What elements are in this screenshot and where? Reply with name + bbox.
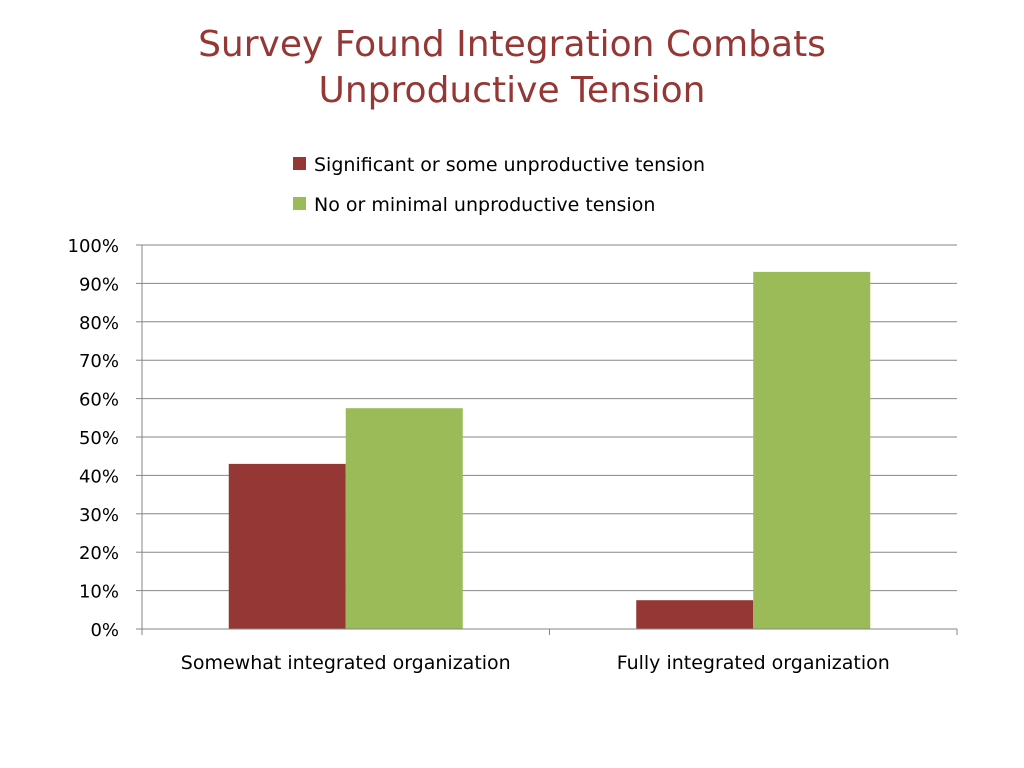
legend-swatch-significant: [293, 157, 306, 170]
y-tick-label-8: 80%: [79, 313, 119, 334]
x-axis: [141, 628, 958, 635]
y-tick-label-5: 50%: [79, 428, 119, 449]
bar-1-series-0: [636, 600, 754, 629]
bars: [228, 271, 871, 629]
legend: Significant or some unproductive tension…: [293, 154, 705, 216]
y-tick-label-10: 100%: [68, 236, 119, 257]
legend-swatch-no-or-minimal: [293, 197, 306, 210]
category-label-0: Somewhat integrated organization: [181, 652, 511, 674]
bar-1-series-1: [753, 271, 871, 629]
chart-title-line-2: Unproductive Tension: [318, 70, 706, 111]
y-tick-label-2: 20%: [79, 543, 119, 564]
legend-label-no-or-minimal: No or minimal unproductive tension: [314, 194, 655, 216]
y-tick-label-4: 40%: [79, 466, 119, 487]
legend-item-no-or-minimal: No or minimal unproductive tension: [293, 194, 655, 216]
category-label-1: Fully integrated organization: [617, 652, 890, 674]
chart-title: Survey Found Integration Combats Unprodu…: [0, 22, 1024, 114]
y-axis-tick-labels: 0% 10% 20% 30% 40% 50% 60% 70% 80% 90% 100%: [68, 236, 119, 641]
chart-title-line-1: Survey Found Integration Combats: [198, 24, 826, 65]
y-tick-label-7: 70%: [79, 351, 119, 372]
legend-label-significant: Significant or some unproductive tension: [314, 154, 705, 176]
legend-item-significant: Significant or some unproductive tension: [293, 154, 705, 176]
y-tick-label-6: 60%: [79, 390, 119, 411]
bar-0-series-0: [228, 463, 346, 629]
bar-0-series-1: [345, 408, 463, 629]
y-tick-label-9: 90%: [79, 274, 119, 295]
y-tick-label-0: 0%: [90, 620, 119, 641]
y-tick-label-3: 30%: [79, 505, 119, 526]
y-tick-label-1: 10%: [79, 582, 119, 603]
category-labels: Somewhat integrated organization Fully in…: [181, 652, 890, 674]
